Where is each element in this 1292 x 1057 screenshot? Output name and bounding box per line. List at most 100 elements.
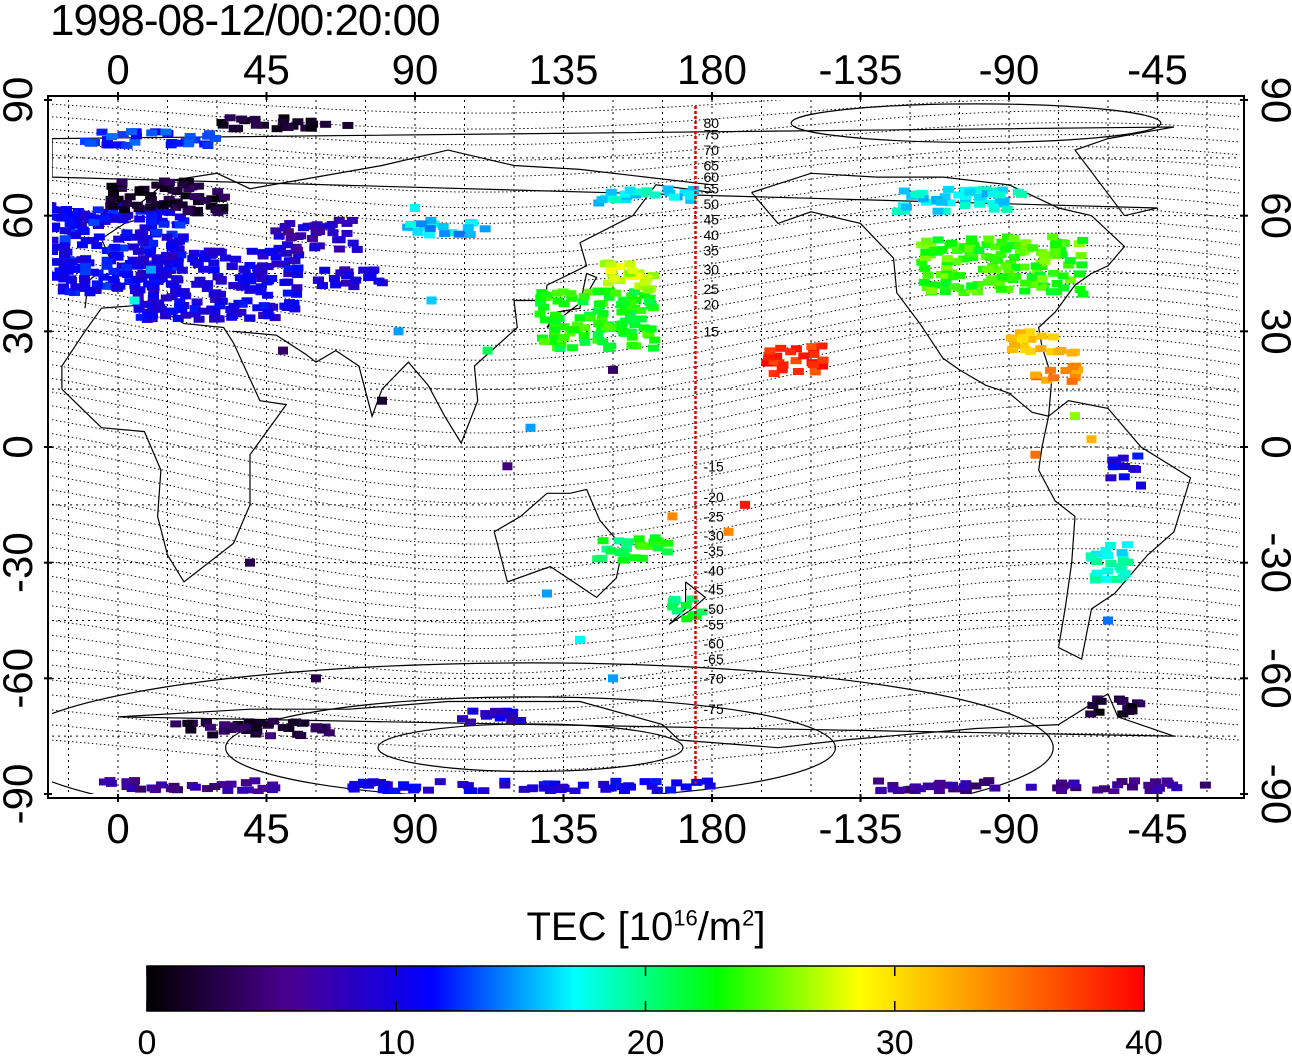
tec-cell xyxy=(283,270,295,278)
tick-mark-left xyxy=(44,561,52,564)
tec-cell xyxy=(160,128,172,136)
mlat-contour xyxy=(52,376,1240,462)
tec-cell xyxy=(98,273,110,281)
tec-cell xyxy=(1108,463,1120,471)
tec-cell xyxy=(425,216,437,224)
tec-cell xyxy=(158,220,170,228)
tec-cell xyxy=(239,266,251,274)
mlat-contour xyxy=(52,418,1240,504)
tec-cell xyxy=(324,222,336,230)
tec-cell xyxy=(761,359,773,367)
tec-cell xyxy=(124,278,136,286)
tec-cell xyxy=(151,181,163,189)
tec-cell xyxy=(412,227,424,235)
mlat-contour xyxy=(52,578,1240,649)
tec-cell xyxy=(618,296,630,304)
tec-cell xyxy=(226,722,238,730)
tec-cell xyxy=(91,280,103,288)
tick-mark-left xyxy=(44,677,52,680)
tec-cell xyxy=(189,193,201,201)
tec-cell xyxy=(288,719,300,727)
tec-cell xyxy=(964,244,976,252)
tec-cell xyxy=(1129,777,1141,785)
tec-cell xyxy=(219,721,231,729)
tec-cell xyxy=(1056,787,1068,794)
tec-cell xyxy=(155,305,167,313)
tec-cell xyxy=(254,719,266,727)
tec-cell xyxy=(567,344,579,352)
tec-cell xyxy=(180,192,192,200)
tec-cell xyxy=(351,245,363,253)
mlat-contour xyxy=(52,309,1240,391)
tec-cell xyxy=(64,220,76,228)
tec-cell xyxy=(224,114,236,122)
tec-cell xyxy=(982,265,994,273)
colorbar-tick-label: 20 xyxy=(627,1024,665,1057)
tec-cell xyxy=(768,357,780,365)
tec-cell xyxy=(925,783,937,791)
tec-cell xyxy=(52,222,61,230)
mlat-contour xyxy=(52,432,1240,518)
tec-cell xyxy=(1025,783,1037,791)
tec-cell xyxy=(92,206,104,214)
tec-cell xyxy=(1117,557,1129,565)
tec-cell xyxy=(1008,263,1020,271)
tec-cell xyxy=(515,716,527,724)
tec-cell xyxy=(161,233,173,241)
tec-cell xyxy=(959,201,971,209)
tec-cell xyxy=(994,191,1006,199)
tec-point xyxy=(377,396,387,405)
tec-cell xyxy=(277,118,289,126)
tec-cell xyxy=(85,139,97,147)
tec-cell xyxy=(790,345,802,353)
tec-cell xyxy=(210,134,222,142)
tec-cell xyxy=(59,247,71,255)
tec-cell xyxy=(1036,332,1048,340)
tec-cell xyxy=(960,192,972,200)
tec-cell xyxy=(1100,575,1112,583)
tec-cell xyxy=(70,232,82,240)
tec-cell xyxy=(267,781,279,789)
mlat-contour xyxy=(52,639,1240,699)
tec-cell xyxy=(651,786,663,794)
tec-cell xyxy=(52,272,59,280)
mlat-label: -40 xyxy=(704,562,724,578)
tec-cell xyxy=(1055,247,1067,255)
tec-cell xyxy=(1025,335,1037,343)
tec-cell xyxy=(777,361,789,369)
tec-cell xyxy=(646,782,658,790)
tec-point xyxy=(410,203,420,212)
tec-cell xyxy=(979,186,991,194)
tec-cell xyxy=(277,724,289,732)
tec-cell xyxy=(944,199,956,207)
tec-cell xyxy=(626,333,638,341)
mlat-label: -50 xyxy=(704,601,724,617)
tec-cell xyxy=(936,246,948,254)
tec-cell xyxy=(165,242,177,250)
tec-cell xyxy=(258,302,270,310)
tec-cell xyxy=(776,366,788,374)
tec-cell xyxy=(916,241,928,249)
tec-cell xyxy=(624,260,636,268)
mlat-contour xyxy=(52,122,1240,162)
tick-mark-top xyxy=(117,92,119,100)
tec-cell xyxy=(200,718,212,726)
tec-cell xyxy=(256,275,268,283)
tec-cell xyxy=(1134,700,1146,708)
lat-tick-label-right: -60 xyxy=(1253,648,1292,709)
tec-cell xyxy=(1151,787,1163,794)
tec-cell xyxy=(126,785,138,793)
tec-cell xyxy=(210,295,222,303)
tec-cell xyxy=(398,781,410,789)
tec-cell xyxy=(480,710,492,718)
tec-cell xyxy=(110,283,122,291)
tick-mark-right xyxy=(1240,99,1248,101)
tec-cell xyxy=(333,216,345,224)
tec-cell xyxy=(584,288,596,296)
tec-cell xyxy=(1009,341,1021,349)
tec-cell xyxy=(1090,576,1102,584)
tec-point xyxy=(1136,481,1146,490)
tec-cell xyxy=(625,328,637,336)
lon-tick-label-bottom: -90 xyxy=(979,805,1040,852)
tec-cell xyxy=(232,721,244,729)
